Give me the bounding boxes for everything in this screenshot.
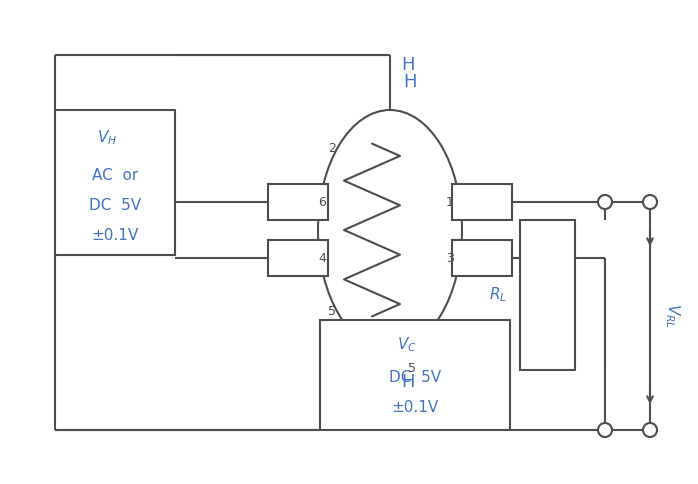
Text: 2: 2 bbox=[328, 142, 336, 155]
Bar bbox=[268, 184, 328, 220]
Text: 3: 3 bbox=[446, 252, 454, 264]
Bar bbox=[452, 184, 512, 220]
Text: H: H bbox=[403, 73, 417, 91]
Bar bbox=[55, 110, 175, 255]
Circle shape bbox=[643, 423, 657, 437]
Text: 5: 5 bbox=[408, 362, 416, 375]
Text: 1: 1 bbox=[446, 196, 454, 209]
Text: $R_L$: $R_L$ bbox=[489, 286, 507, 304]
Text: DC  5V: DC 5V bbox=[389, 370, 441, 385]
Text: $V_C$: $V_C$ bbox=[397, 335, 417, 354]
Text: 5: 5 bbox=[410, 376, 418, 389]
Text: 6: 6 bbox=[318, 196, 326, 209]
Text: H: H bbox=[401, 373, 415, 391]
Text: H: H bbox=[403, 359, 417, 377]
Text: AC  or: AC or bbox=[92, 167, 138, 182]
Text: ±0.1V: ±0.1V bbox=[392, 400, 438, 415]
Circle shape bbox=[643, 195, 657, 209]
Bar bbox=[268, 240, 328, 276]
Ellipse shape bbox=[318, 110, 462, 350]
Bar bbox=[520, 220, 575, 370]
Text: DC  5V: DC 5V bbox=[89, 197, 141, 212]
Circle shape bbox=[598, 195, 612, 209]
Text: $V_{RL}$: $V_{RL}$ bbox=[662, 303, 681, 329]
Bar bbox=[452, 240, 512, 276]
Text: ±0.1V: ±0.1V bbox=[91, 227, 139, 242]
Circle shape bbox=[598, 423, 612, 437]
Text: 5: 5 bbox=[328, 305, 336, 318]
Text: $V_H$: $V_H$ bbox=[97, 129, 117, 147]
Text: 4: 4 bbox=[318, 252, 326, 264]
Bar bbox=[320, 320, 510, 430]
Text: H: H bbox=[401, 56, 415, 74]
